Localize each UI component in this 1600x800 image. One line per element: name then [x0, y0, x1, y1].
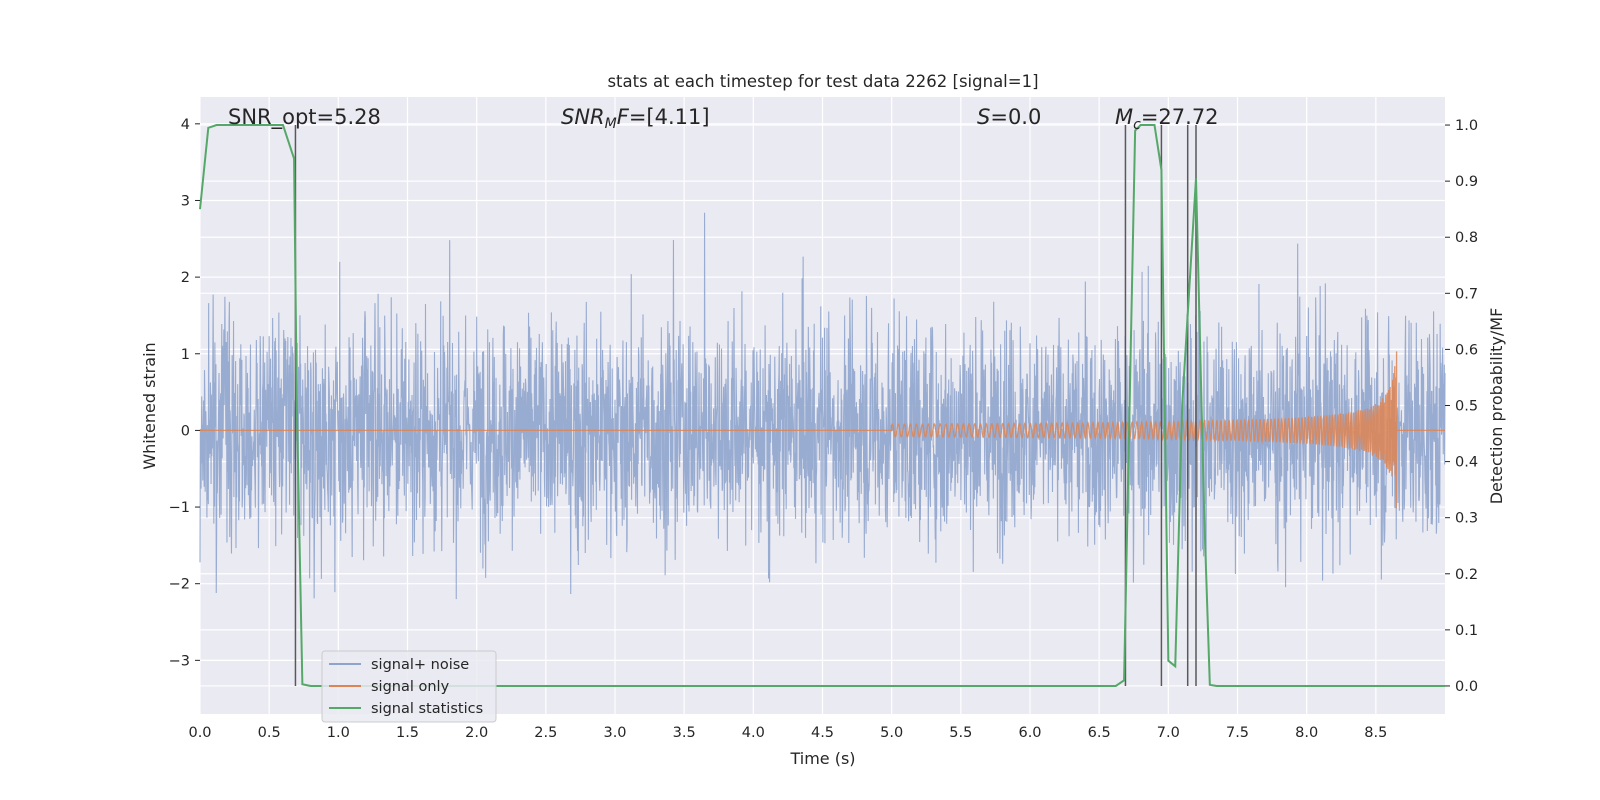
x-tick-label: 3.5 — [673, 725, 696, 741]
y-right-tick-label: 0.4 — [1455, 455, 1478, 471]
x-tick-label: 3.0 — [603, 725, 626, 741]
x-tick-label: 0.0 — [188, 725, 211, 741]
y-right-axis-ticks: 0.0 0.1 0.2 0.3 0.4 0.5 0.6 0.7 0.8 0.9 1.0 — [1445, 118, 1478, 695]
x-axis-ticks: 0.0 0.5 1.0 1.5 2.0 2.5 3.0 3.5 4.0 4.5 5.0 5.5 6.0 6… — [188, 725, 1387, 741]
y-right-tick-label: 0.1 — [1455, 623, 1478, 639]
chart-title: stats at each timestep for test data 226… — [607, 72, 1038, 91]
s-annotation: S=0.0 — [977, 105, 1041, 129]
x-tick-label: 8.5 — [1364, 725, 1387, 741]
legend-label-signal-statistics: signal statistics — [371, 701, 483, 717]
x-tick-label: 5.5 — [949, 725, 972, 741]
x-tick-label: 4.0 — [742, 725, 765, 741]
snr-mf-annotation: SNRMF=[4.11] — [561, 105, 710, 132]
y-right-tick-label: 0.5 — [1455, 399, 1478, 415]
snr-opt-annotation: SNR_opt=5.28 — [228, 105, 381, 130]
y-left-tick-label: −2 — [169, 577, 190, 593]
x-tick-label: 7.5 — [1226, 725, 1249, 741]
legend-label-signal-only: signal only — [371, 679, 450, 695]
x-axis-label: Time (s) — [789, 749, 855, 768]
x-tick-label: 1.0 — [327, 725, 350, 741]
y-left-axis-ticks: −3 −2 −1 0 1 2 3 4 — [169, 117, 200, 669]
y-left-tick-label: −1 — [169, 500, 190, 516]
x-tick-label: 4.5 — [811, 725, 834, 741]
s-value: =0.0 — [990, 105, 1041, 129]
y-left-tick-label: −3 — [169, 653, 190, 669]
x-tick-label: 7.0 — [1157, 725, 1180, 741]
x-tick-label: 2.5 — [534, 725, 557, 741]
y-left-axis-label: Whitened strain — [140, 342, 159, 469]
y-right-tick-label: 0.7 — [1455, 286, 1478, 302]
signal-statistics-series — [199, 124, 1445, 687]
snr-mf-value: =[4.11] — [629, 105, 710, 129]
x-tick-label: 0.5 — [258, 725, 281, 741]
x-tick-label: 6.5 — [1088, 725, 1111, 741]
y-right-tick-label: 0.9 — [1455, 174, 1478, 190]
y-right-tick-label: 0.2 — [1455, 567, 1478, 583]
x-tick-label: 1.5 — [396, 725, 419, 741]
y-right-tick-label: 0.6 — [1455, 342, 1478, 358]
x-tick-label: 5.0 — [880, 725, 903, 741]
x-tick-label: 8.0 — [1295, 725, 1318, 741]
y-right-tick-label: 0.8 — [1455, 230, 1478, 246]
y-left-tick-label: 2 — [181, 270, 190, 286]
y-right-tick-label: 1.0 — [1455, 118, 1478, 134]
x-tick-label: 2.0 — [465, 725, 488, 741]
legend-label-signal-noise: signal+ noise — [371, 657, 469, 673]
y-left-tick-label: 0 — [181, 423, 190, 439]
mc-value: =27.72 — [1141, 105, 1219, 129]
y-right-tick-label: 0.0 — [1455, 679, 1478, 695]
signal-only-series — [200, 351, 1445, 509]
y-left-tick-label: 1 — [181, 347, 190, 363]
x-tick-label: 6.0 — [1018, 725, 1041, 741]
signal-statistics-line — [199, 124, 1445, 687]
y-right-tick-label: 0.3 — [1455, 511, 1478, 527]
mc-annotation: Mc=27.72 — [1115, 105, 1219, 133]
y-left-tick-label: 4 — [181, 117, 190, 133]
y-left-tick-label: 3 — [181, 193, 190, 209]
y-right-axis-label: Detection probability/MF — [1487, 308, 1506, 505]
legend-box — [321, 650, 497, 723]
signal-only-line — [200, 351, 1445, 509]
legend: signal+ noise signal only signal statist… — [321, 650, 497, 723]
